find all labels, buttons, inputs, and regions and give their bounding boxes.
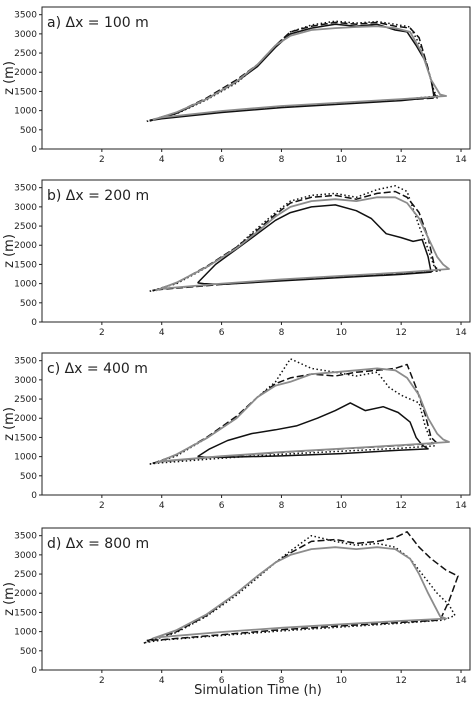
y-tick-label: 1500 [14,87,37,97]
x-tick-label: 4 [159,676,165,686]
x-tick-label: 10 [336,501,348,511]
series-line-dashed-black [146,531,459,642]
chart-panel: 2 4 6 8 10 12 14 0 500 1000 1500 2000 2500 3000 3500 d)… [14,527,471,686]
series-line-solid-gray [152,25,447,121]
x-tick-label: 2 [99,328,105,338]
y-tick-label: 2000 [14,68,37,78]
y-tick-label: 0 [31,145,37,155]
y-tick-label: 3500 [14,11,37,21]
y-tick-label: 500 [20,472,37,482]
y-axis-title: z (m) [2,582,17,616]
panel-title: c) Δx = 400 m [47,361,148,377]
x-tick-label: 4 [159,155,165,165]
series-line-solid-gray [155,196,450,292]
x-tick-label: 14 [455,676,467,686]
y-axis-title: z (m) [2,61,17,95]
y-tick-label: 2000 [14,414,37,424]
x-tick-label: 8 [279,155,285,165]
x-tick-label: 6 [219,676,225,686]
series-line-solid-gray [152,546,447,640]
y-axis-title: z (m) [2,407,17,441]
chart-panel: 2 4 6 8 10 12 14 0 500 1000 1500 2000 2500 3000 3500 c)… [14,352,471,511]
y-tick-label: 2500 [14,49,37,59]
x-tick-label: 10 [336,676,348,686]
y-tick-label: 3000 [14,376,37,386]
y-tick-label: 2500 [14,395,37,405]
panel-title: b) Δx = 200 m [47,188,149,204]
y-tick-label: 1500 [14,260,37,270]
y-tick-label: 2000 [14,241,37,251]
x-tick-label: 2 [99,501,105,511]
y-tick-label: 1000 [14,107,37,117]
series-line-solid-black [197,402,429,459]
x-tick-label: 12 [395,676,406,686]
y-tick-label: 1000 [14,280,37,290]
x-tick-label: 12 [395,328,406,338]
y-tick-label: 3500 [14,357,37,367]
chart-panel: 2 4 6 8 10 12 14 0 500 1000 1500 2000 2500 3000 3500 a)… [14,6,471,165]
x-tick-label: 8 [279,501,285,511]
x-tick-label: 8 [279,676,285,686]
x-tick-label: 2 [99,676,105,686]
y-tick-label: 1000 [14,453,37,463]
plot-frame [41,352,471,496]
y-tick-label: 1000 [14,628,37,638]
y-tick-label: 0 [31,666,37,676]
x-tick-label: 4 [159,328,165,338]
y-tick-label: 0 [31,491,37,501]
x-tick-label: 10 [336,155,348,165]
y-tick-label: 2500 [14,570,37,580]
y-tick-label: 0 [31,318,37,328]
plot-frame [41,6,471,150]
y-tick-label: 1500 [14,433,37,443]
panel-title: a) Δx = 100 m [47,15,149,31]
y-tick-label: 3500 [14,184,37,194]
y-axis-title: z (m) [2,234,17,268]
y-tick-label: 3000 [14,203,37,213]
y-tick-label: 2000 [14,589,37,599]
panel-title: d) Δx = 800 m [47,536,149,552]
x-tick-label: 14 [455,501,467,511]
series-line-dotted-black [149,358,435,466]
x-tick-label: 4 [159,501,165,511]
x-axis-title: Simulation Time (h) [194,683,322,698]
y-tick-label: 1500 [14,608,37,618]
x-tick-label: 12 [395,155,406,165]
x-tick-label: 6 [219,501,225,511]
x-tick-label: 10 [336,328,348,338]
x-tick-label: 14 [455,328,467,338]
x-tick-label: 6 [219,155,225,165]
y-tick-label: 500 [20,126,37,136]
series-line-dotted-black [149,185,441,293]
x-tick-label: 2 [99,155,105,165]
y-tick-label: 500 [20,647,37,657]
plot-frame [41,527,471,671]
y-tick-label: 3000 [14,551,37,561]
x-tick-label: 8 [279,328,285,338]
plot-frame [41,179,471,323]
y-tick-label: 3500 [14,532,37,542]
y-tick-label: 3000 [14,30,37,40]
series-line-solid-gray [155,367,450,464]
x-tick-label: 14 [455,155,467,165]
x-tick-label: 6 [219,328,225,338]
y-tick-label: 2500 [14,222,37,232]
x-tick-label: 12 [395,501,406,511]
y-tick-label: 500 [20,299,37,309]
chart-panel: 2 4 6 8 10 12 14 0 500 1000 1500 2000 2500 3000 3500 b)… [14,179,471,338]
